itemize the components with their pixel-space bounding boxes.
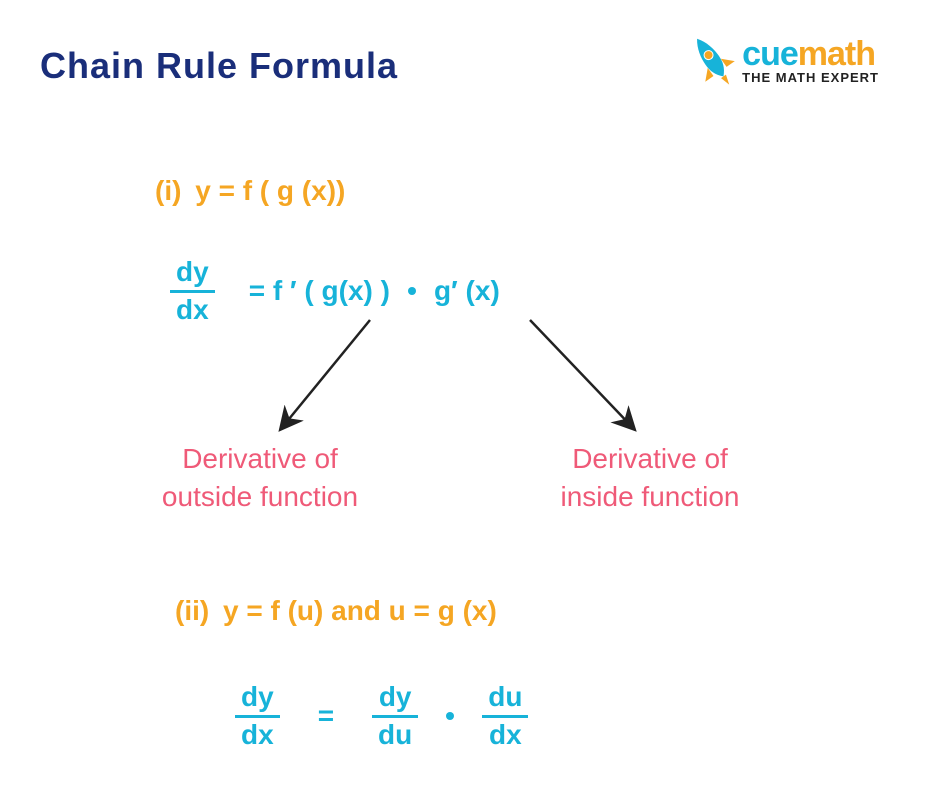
part1-derivative: dy dx = f ′ ( g(x) ) g′ (x) [170,255,500,328]
frac-num: dy [170,255,215,290]
part2-roman: (ii) [175,595,209,626]
part2-equation: y = f (u) and u = g (x) [223,595,497,626]
frac-num: du [482,680,528,715]
label-outside: Derivative of outside function [120,440,400,516]
equals-1: = [318,700,334,732]
brand-name: cuemath [742,37,879,71]
frac-den: du [372,718,418,753]
frac-num: dy [235,680,280,715]
brand-cue: cue [742,35,798,73]
frac-num: dy [373,680,418,715]
part1-rhs-right: g′ (x) [434,275,500,307]
part2-f2: dy du [372,680,418,753]
label-inside: Derivative of inside function [520,440,780,516]
label-inside-l1: Derivative of [572,443,728,474]
part2-derivative: dy dx = dy du du dx [235,680,528,753]
arrow-left [280,320,370,430]
page-title: Chain Rule Formula [40,45,398,87]
frac-den: dx [235,718,280,753]
arrow-right [530,320,635,430]
part1-definition: (i) y = f ( g (x)) [155,175,345,207]
part2-f3: du dx [482,680,528,753]
part2-definition: (ii) y = f (u) and u = g (x) [175,595,497,627]
dot-icon [446,712,454,720]
label-outside-l2: outside function [162,481,358,512]
label-outside-l1: Derivative of [182,443,338,474]
part1-rhs-left: = f ′ ( g(x) ) [249,275,390,307]
rocket-icon [682,30,742,90]
part2-f1: dy dx [235,680,280,753]
brand-math: math [798,35,875,73]
frac-den: dx [170,293,215,328]
dot-icon [408,287,416,295]
part1-equation: y = f ( g (x)) [195,175,345,206]
brand-tagline: THE MATH EXPERT [742,71,879,84]
part1-roman: (i) [155,175,181,206]
frac-den: dx [483,718,528,753]
brand-logo: cuemath THE MATH EXPERT [682,30,879,90]
label-inside-l2: inside function [560,481,739,512]
part1-dydx: dy dx [170,255,215,328]
